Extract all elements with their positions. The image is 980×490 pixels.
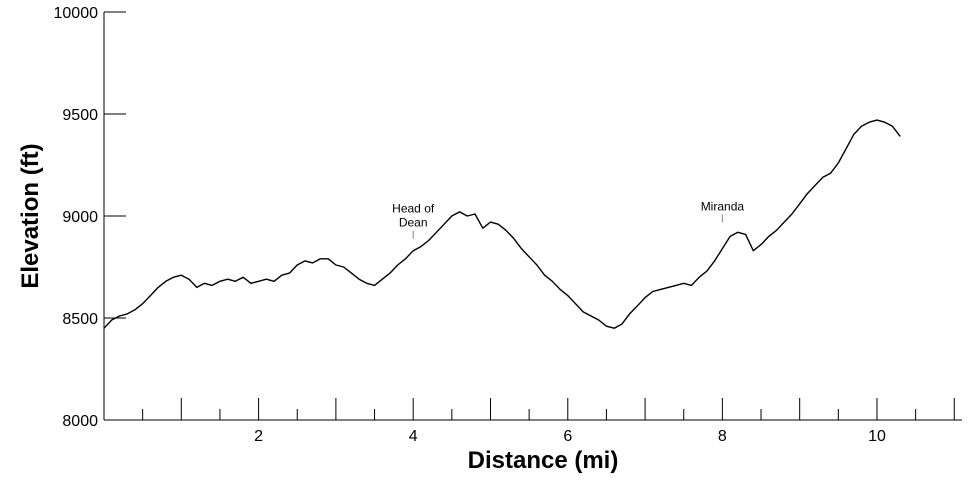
x-tick-label: 2	[254, 428, 263, 445]
y-tick-label: 10000	[54, 5, 99, 22]
y-axis-title: Elevation (ft)	[17, 143, 44, 288]
x-tick-label: 4	[409, 428, 418, 445]
x-tick-label: 6	[563, 428, 572, 445]
annotation-label: Head of	[392, 202, 435, 216]
y-tick-label: 8500	[62, 311, 98, 328]
x-axis-title: Distance (mi)	[468, 447, 619, 474]
annotation-label: Dean	[399, 216, 428, 230]
series-line-0	[103, 119, 901, 329]
y-tick-label: 9000	[62, 209, 98, 226]
x-tick-label: 10	[868, 428, 886, 445]
x-tick-label: 8	[718, 428, 727, 445]
x-axis: 2 4 6 8 10	[104, 398, 962, 445]
series-group	[103, 119, 901, 329]
y-tick-label: 9500	[62, 107, 98, 124]
y-axis: 8000 8500 9000 9500 10000	[54, 5, 126, 430]
annotation-label: Miranda	[701, 199, 745, 213]
y-tick-label: 8000	[62, 413, 98, 430]
